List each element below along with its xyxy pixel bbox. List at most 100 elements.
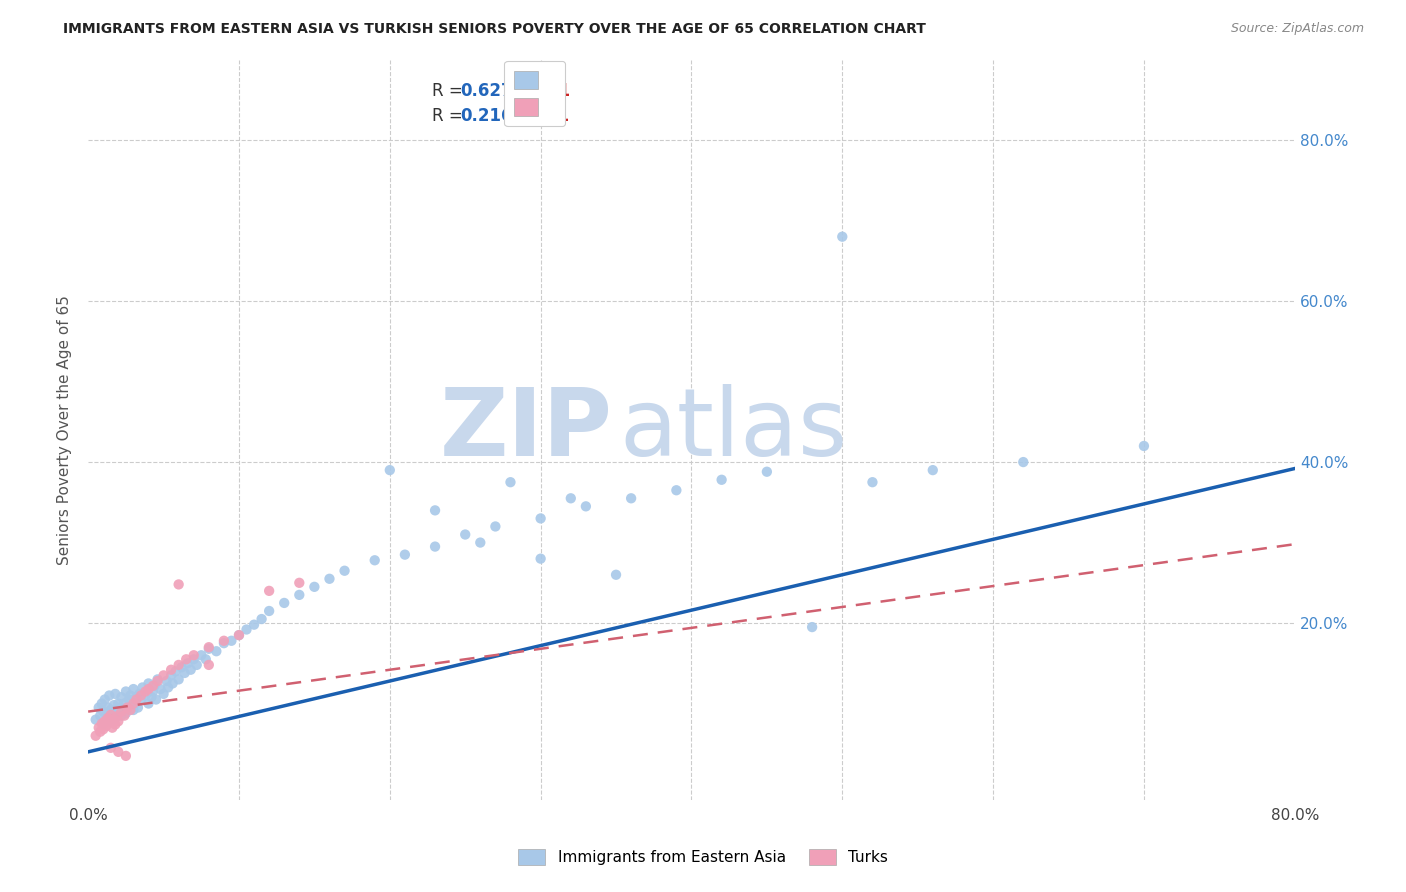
Point	[575, 500, 598, 514]
Text: atlas: atlas	[619, 384, 848, 475]
Text: IMMIGRANTS FROM EASTERN ASIA VS TURKISH SENIORS POVERTY OVER THE AGE OF 65 CORRE: IMMIGRANTS FROM EASTERN ASIA VS TURKISH …	[63, 22, 927, 37]
Point	[90, 697, 112, 711]
Point	[243, 617, 266, 632]
Point	[105, 709, 128, 723]
Point	[304, 580, 326, 594]
Point	[454, 527, 477, 541]
Point	[141, 690, 163, 705]
Point	[97, 700, 120, 714]
Point	[176, 657, 198, 671]
Point	[1133, 439, 1156, 453]
Point	[198, 641, 221, 656]
Point	[194, 652, 217, 666]
Point	[394, 548, 416, 562]
Point	[112, 697, 135, 711]
Point	[257, 604, 280, 618]
Point	[167, 657, 190, 672]
Point	[107, 697, 129, 711]
Point	[470, 535, 492, 549]
Point	[124, 697, 146, 711]
Point	[160, 668, 183, 682]
Point	[110, 705, 132, 719]
Text: Source: ZipAtlas.com: Source: ZipAtlas.com	[1230, 22, 1364, 36]
Point	[134, 684, 156, 698]
Point	[115, 748, 138, 763]
Point	[143, 679, 166, 693]
Point	[122, 697, 145, 711]
Point	[146, 673, 169, 688]
Point	[530, 551, 553, 566]
Point	[125, 690, 148, 705]
Point	[103, 698, 125, 713]
Point	[149, 681, 172, 696]
Point	[157, 681, 180, 695]
Point	[198, 657, 221, 672]
Point	[89, 724, 111, 739]
Point	[620, 491, 643, 506]
Point	[98, 689, 121, 703]
Point	[180, 663, 202, 677]
Point	[100, 714, 122, 729]
Point	[104, 717, 127, 731]
Point	[228, 628, 250, 642]
Point	[167, 577, 190, 591]
Point	[1012, 455, 1035, 469]
Point	[91, 716, 114, 731]
Point	[155, 673, 177, 688]
Point	[110, 708, 132, 723]
Point	[97, 711, 120, 725]
Text: R =: R =	[432, 107, 468, 125]
Point	[91, 723, 114, 737]
Point	[423, 503, 446, 517]
Point	[93, 714, 115, 729]
Point	[183, 652, 205, 666]
Text: N =: N =	[510, 82, 558, 100]
Point	[250, 612, 273, 626]
Point	[138, 676, 160, 690]
Point	[921, 463, 943, 477]
Point	[167, 673, 190, 687]
Point	[117, 700, 139, 714]
Point	[104, 711, 127, 725]
Point	[93, 692, 115, 706]
Text: 0.216: 0.216	[460, 107, 512, 125]
Point	[100, 707, 122, 722]
Point	[152, 668, 174, 682]
Point	[801, 620, 824, 634]
Legend: Immigrants from Eastern Asia, Turks: Immigrants from Eastern Asia, Turks	[512, 843, 894, 871]
Point	[138, 697, 160, 711]
Point	[198, 640, 221, 655]
Point	[142, 679, 165, 693]
Point	[122, 681, 145, 696]
Point	[162, 676, 184, 690]
Point	[174, 652, 197, 666]
Point	[170, 660, 193, 674]
Point	[378, 463, 401, 477]
Point	[100, 740, 122, 755]
Point	[101, 708, 124, 723]
Text: ZIP: ZIP	[440, 384, 613, 475]
Point	[205, 644, 228, 658]
Point	[710, 473, 733, 487]
Point	[122, 703, 145, 717]
Text: N =: N =	[510, 107, 558, 125]
Point	[87, 721, 110, 735]
Point	[273, 596, 295, 610]
Point	[190, 648, 212, 663]
Text: 41: 41	[547, 107, 569, 125]
Point	[152, 687, 174, 701]
Point	[120, 689, 142, 703]
Legend:   ,   : ,	[505, 61, 565, 126]
Point	[165, 665, 187, 679]
Point	[127, 700, 149, 714]
Point	[423, 540, 446, 554]
Point	[288, 575, 311, 590]
Point	[120, 703, 142, 717]
Point	[107, 706, 129, 721]
Point	[96, 719, 118, 733]
Text: 0.627: 0.627	[460, 82, 512, 100]
Point	[84, 713, 107, 727]
Point	[228, 628, 250, 642]
Point	[212, 636, 235, 650]
Point	[288, 588, 311, 602]
